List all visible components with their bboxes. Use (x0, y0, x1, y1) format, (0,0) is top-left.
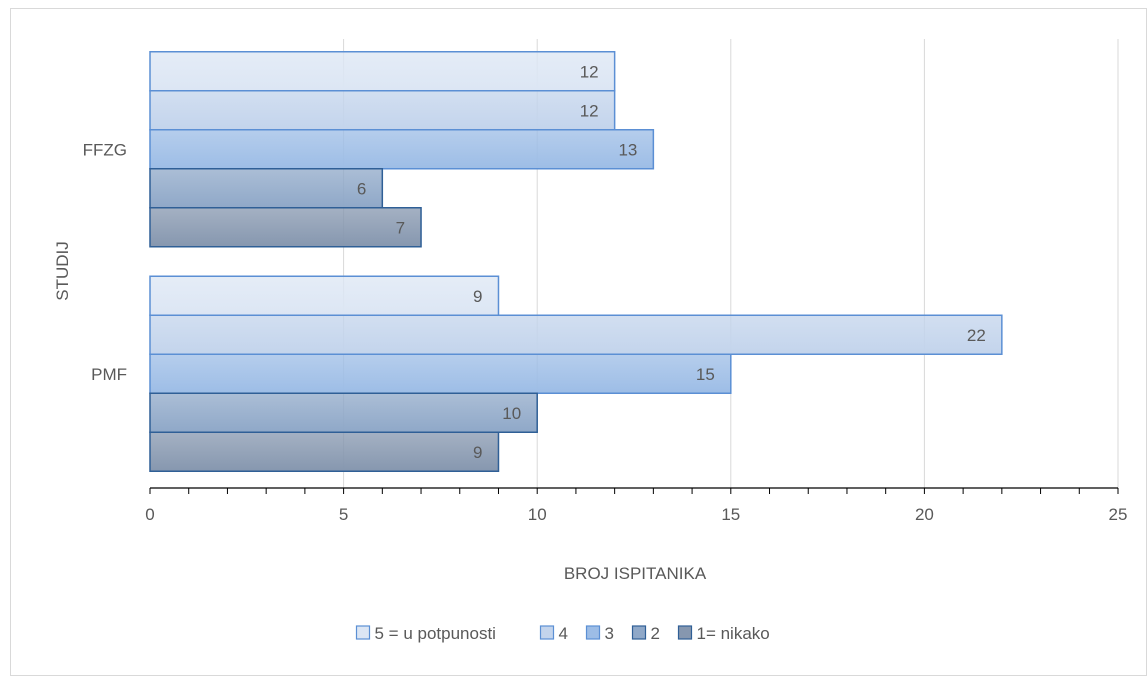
x-tick-label: 10 (528, 505, 547, 524)
legend-label: 2 (651, 624, 660, 643)
bar-ffzg-series-0 (149, 51, 616, 92)
x-tick-label: 15 (721, 505, 740, 524)
category-labels: FFZG PMF (83, 140, 127, 384)
data-label: 9 (473, 443, 482, 462)
data-label: 9 (473, 287, 482, 306)
legend-swatch (677, 625, 693, 640)
bar-ffzg-series-1 (149, 90, 616, 131)
legend-label: 1= nikako (697, 624, 770, 643)
bar-pmf-series-4 (149, 431, 500, 472)
y-tick-label: PMF (91, 365, 127, 384)
legend-swatch (631, 625, 647, 640)
x-tick-label: 0 (145, 505, 154, 524)
bar-pmf-series-3 (149, 392, 538, 433)
data-label: 12 (580, 101, 599, 120)
legend: 5 = u potpunosti 4 3 2 1= nikako (355, 624, 770, 643)
data-label: 12 (580, 62, 599, 81)
legend-label: 3 (605, 624, 614, 643)
data-label: 13 (618, 140, 637, 159)
legend-label: 4 (559, 624, 568, 643)
legend-swatch (539, 625, 555, 640)
x-tick-label: 25 (1109, 505, 1128, 524)
y-tick-label: FFZG (83, 140, 127, 159)
bar-pmf-series-1 (149, 314, 1003, 355)
bars: 12 12 13 6 7 9 22 15 10 9 (149, 51, 1003, 472)
legend-swatch (355, 625, 371, 640)
data-label: 6 (357, 179, 366, 198)
bar-ffzg-series-3 (149, 168, 384, 209)
bar-pmf-series-2 (149, 353, 732, 394)
bar-ffzg-series-2 (149, 129, 655, 170)
x-tick-label: 5 (339, 505, 348, 524)
bar-chart: 12 12 13 6 7 9 22 15 10 9 0 5 10 15 20 25 FFZG PMF BROJ… (53, 39, 1128, 643)
data-label: 22 (967, 326, 986, 345)
x-axis-title: BROJ ISPITANIKA (564, 564, 707, 583)
data-label: 10 (502, 404, 521, 423)
chart-frame: 12 12 13 6 7 9 22 15 10 9 0 5 10 15 20 25 FFZG PMF BROJ… (10, 8, 1147, 676)
bar-pmf-series-0 (149, 275, 500, 316)
data-label: 15 (696, 365, 715, 384)
x-axis: 0 5 10 15 20 25 (145, 487, 1128, 524)
y-axis-title: STUDIJ (53, 241, 72, 301)
legend-swatch (585, 625, 601, 640)
bar-ffzg-series-4 (149, 207, 422, 248)
legend-label: 5 = u potpunosti (375, 624, 496, 643)
x-tick-label: 20 (915, 505, 934, 524)
data-label: 7 (396, 218, 405, 237)
